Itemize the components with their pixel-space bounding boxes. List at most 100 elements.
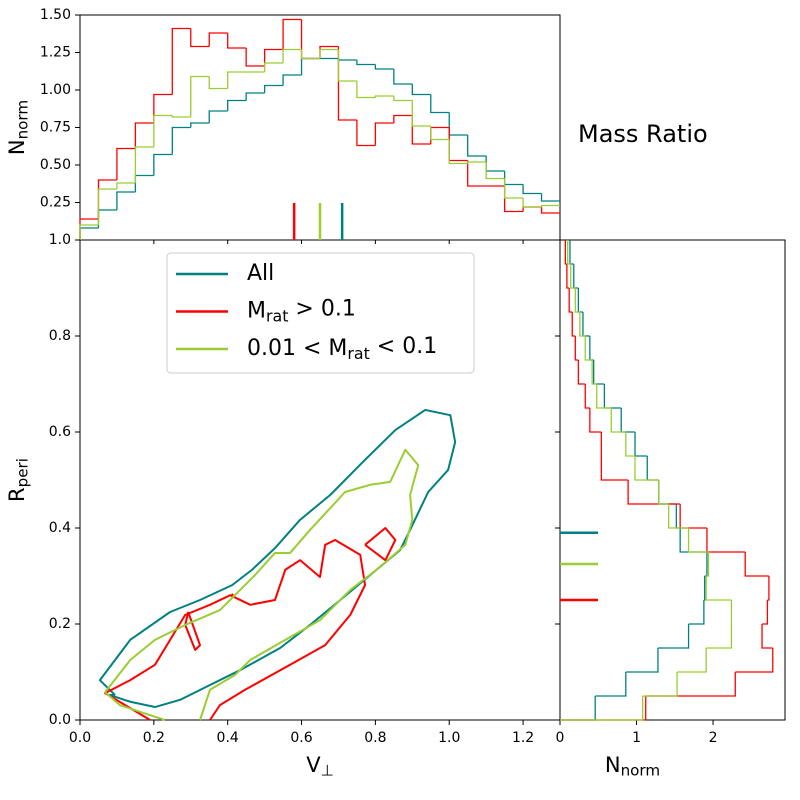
histogram-step — [657, 624, 690, 649]
chart-title: Mass Ratio — [578, 120, 708, 148]
legend-label: 0.01 < Mrat < 0.1 — [247, 334, 437, 362]
histogram-step — [116, 191, 136, 210]
histogram-step — [540, 207, 560, 214]
y-tick-label: 1.0 — [49, 232, 71, 248]
histogram-step — [705, 576, 732, 601]
histogram-step — [467, 135, 487, 157]
histogram-step — [522, 184, 542, 195]
contour-line — [364, 527, 397, 562]
histogram-step — [706, 624, 733, 649]
y-tick-label: 0.8 — [49, 328, 71, 344]
y-tick-label: 0.2 — [49, 616, 71, 632]
x-tick-label: 1.0 — [438, 730, 460, 746]
histogram-step — [591, 360, 597, 385]
histogram-step — [430, 126, 450, 141]
histogram-step — [282, 48, 302, 63]
axes-frame — [559, 239, 786, 721]
histogram-step — [171, 27, 191, 95]
histogram-step — [319, 48, 339, 59]
histogram-step — [584, 336, 593, 361]
histogram-step — [227, 99, 247, 111]
y-tick-label: 0.25 — [40, 195, 71, 211]
histogram-step — [467, 160, 487, 187]
legend-label: Mrat > 0.1 — [247, 297, 356, 325]
histogram-step — [153, 93, 173, 123]
x-tick-label: 1.2 — [512, 730, 534, 746]
histogram-step — [688, 600, 705, 625]
histogram-step — [571, 312, 576, 337]
histogram-step — [600, 456, 629, 481]
histogram-step — [485, 162, 505, 180]
histogram-step — [134, 122, 154, 149]
histogram-step — [560, 696, 644, 721]
histogram-step — [658, 480, 669, 505]
x-tick-label: 0.6 — [290, 730, 312, 746]
histogram-step — [577, 360, 586, 385]
legend-box — [166, 252, 475, 374]
histogram-step — [171, 115, 191, 118]
histogram-step — [208, 76, 228, 90]
histogram-step — [208, 110, 228, 123]
histogram-step — [282, 74, 302, 86]
y-tick-label: 1.00 — [40, 82, 71, 98]
histogram-step — [735, 648, 774, 673]
histogram-step — [245, 92, 265, 101]
histogram-step — [411, 84, 431, 96]
histogram-step — [744, 552, 769, 577]
histogram-step — [703, 576, 706, 601]
y-axis-label: Rperi — [5, 458, 31, 502]
histogram-step — [227, 33, 247, 49]
histogram-step — [300, 49, 320, 60]
histogram-step — [227, 71, 247, 89]
histogram-step — [116, 182, 136, 189]
histogram-step — [393, 69, 413, 85]
histogram-step — [79, 224, 99, 240]
histogram-step — [567, 240, 571, 265]
histogram-step — [430, 94, 450, 114]
histogram-step — [374, 122, 394, 146]
x-tick-label: 0.8 — [364, 730, 386, 746]
histogram-step — [134, 146, 154, 183]
histogram-step — [503, 178, 524, 199]
x-axis-label: V⊥ — [306, 753, 334, 779]
histogram-step — [190, 28, 210, 48]
y-axis-label: Nnorm — [5, 100, 31, 155]
histogram-step — [677, 648, 707, 673]
histogram-step — [584, 384, 590, 409]
y-tick-label: 1.25 — [40, 45, 71, 61]
histogram-step — [767, 576, 770, 601]
y-tick-label: 0.0 — [49, 712, 71, 728]
histogram-step — [208, 32, 228, 47]
y-tick-label: 1.50 — [40, 7, 71, 23]
histogram-step — [564, 240, 567, 265]
histogram-step — [706, 552, 710, 577]
histogram-step — [263, 48, 284, 66]
histogram-step — [570, 264, 576, 289]
contour-line — [104, 448, 420, 721]
histogram-step — [610, 408, 626, 433]
contour-line — [104, 691, 166, 721]
y-tick-label: 0.6 — [49, 424, 71, 440]
histogram-step — [153, 153, 173, 176]
histogram-step — [589, 408, 602, 433]
histogram-step — [687, 528, 709, 553]
histogram-step — [762, 600, 769, 625]
histogram-step — [356, 60, 376, 66]
histogram-step — [574, 288, 580, 313]
histogram-step — [393, 96, 413, 102]
histogram-step — [393, 114, 413, 123]
contour-line — [230, 593, 234, 597]
histogram-step — [153, 114, 173, 147]
y-tick-label: 0.4 — [49, 520, 71, 536]
histogram-step — [568, 288, 573, 313]
x-axis-label: Nnorm — [605, 753, 660, 779]
histogram-step — [540, 193, 560, 202]
histogram-step — [263, 62, 284, 72]
histogram-step — [356, 81, 376, 99]
x-tick-label: 1 — [632, 730, 641, 746]
contour-line — [98, 408, 457, 709]
x-tick-label: 0.0 — [69, 730, 91, 746]
histogram-step — [190, 122, 210, 128]
histogram-step — [411, 100, 431, 127]
